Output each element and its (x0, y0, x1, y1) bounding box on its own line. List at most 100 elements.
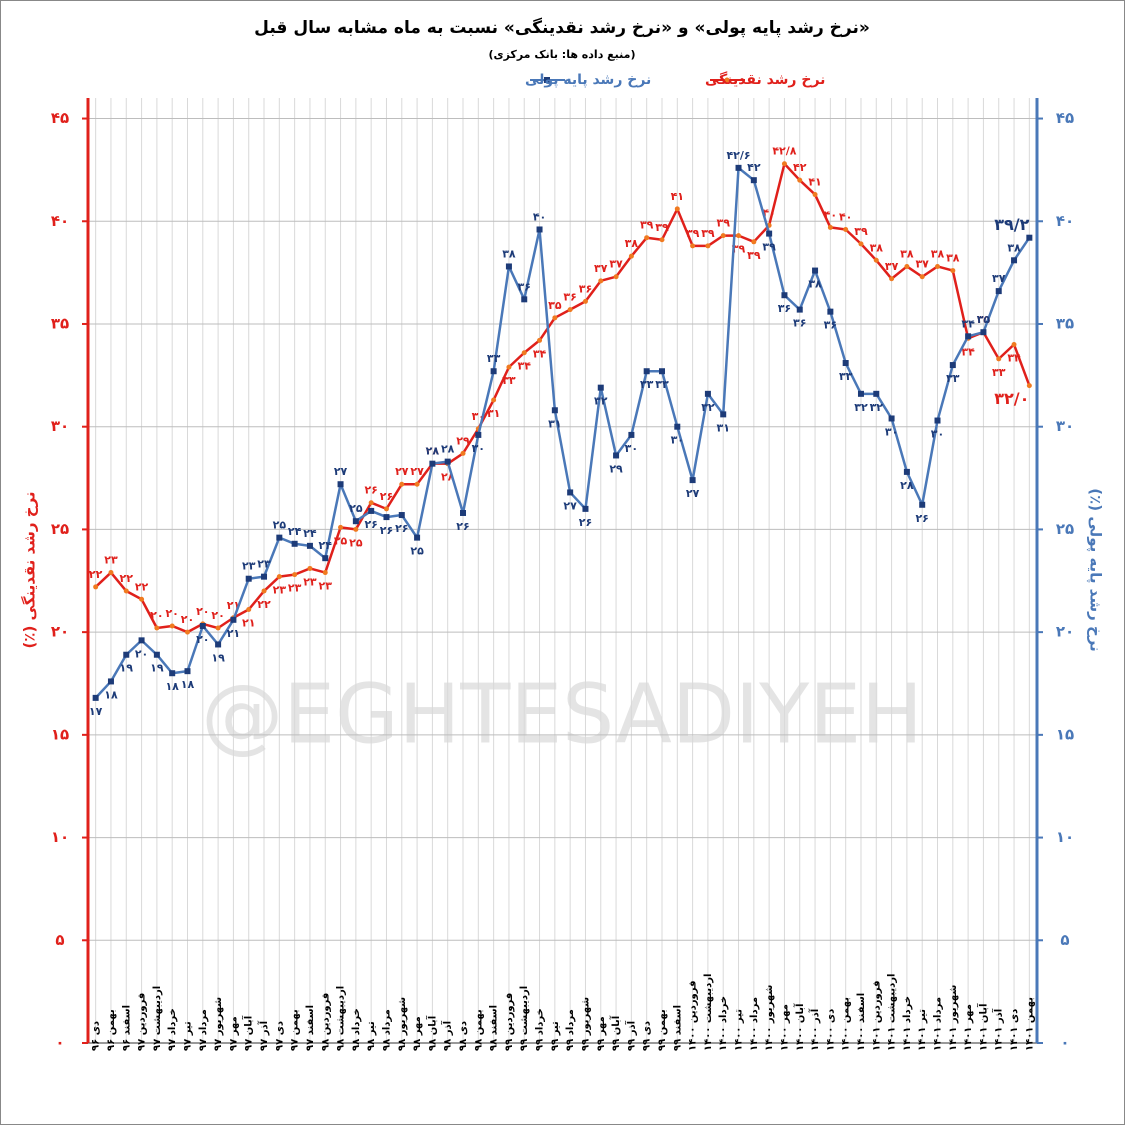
data-point (399, 481, 405, 487)
data-label: ۲۳ (303, 575, 317, 588)
data-point (215, 641, 222, 648)
data-label: ۲۵ (410, 545, 424, 558)
data-label: ۳۱ (487, 407, 500, 420)
data-point (567, 307, 573, 313)
data-label: ۳۳ (992, 366, 1006, 379)
data-point (292, 572, 298, 578)
data-label: ۳۶ (824, 319, 837, 332)
data-point (935, 263, 941, 269)
data-label: ۳۱ (548, 417, 561, 430)
data-label: ۳۹ (716, 217, 730, 230)
data-point (246, 607, 252, 613)
data-label: ۴۰ (533, 210, 546, 223)
x-tick-label: مرداد ۹۸ (381, 1009, 392, 1051)
data-point (827, 224, 833, 230)
data-point (521, 296, 528, 303)
data-label: ۳۷ (992, 272, 1006, 285)
data-point (704, 390, 711, 397)
data-point (735, 164, 742, 171)
chart-title: «نرخ رشد پایه پولی» و «نرخ رشد نقدینگی» … (254, 17, 870, 38)
x-tick-label: خرداد ۹۸ (351, 1008, 362, 1051)
data-point (690, 243, 696, 249)
data-label: ۳۸ (625, 237, 639, 250)
y2-tick-label: ۴۰ (1056, 212, 1074, 230)
y-tick-label: ۳۰ (51, 417, 69, 435)
x-tick-label: بهمن ۹۸ (473, 1009, 484, 1051)
data-point (736, 233, 742, 239)
y2-tick-label: ۴۵ (1056, 109, 1074, 127)
x-tick-label: اسفند ۱۴۰۰ (856, 993, 867, 1051)
data-label: ۳۱ (716, 421, 729, 434)
series-line (94, 162, 1031, 634)
legend-marker (544, 77, 550, 83)
x-tick-label: مرداد ۱۴۰۱ (933, 997, 944, 1051)
x-tick-label: خرداد ۹۷ (167, 1008, 178, 1051)
data-point (995, 288, 1002, 295)
data-point (368, 500, 374, 506)
data-label: ۳۳ (502, 374, 516, 387)
data-point (337, 481, 344, 488)
x-tick-label: شهریور ۱۴۰۰ (764, 984, 775, 1051)
x-tick-label: اسفند ۹۹ (672, 1005, 683, 1051)
x-tick-label: دی ۹۹ (642, 1021, 653, 1051)
data-label: ۳۳ (655, 378, 669, 391)
x-tick-label: تیر ۱۴۰۰ (734, 1009, 745, 1051)
x-tick-label: بهمن ۹۷ (290, 1009, 301, 1051)
data-label: ۲۰ (135, 647, 148, 660)
data-label: ۲۲ (120, 572, 134, 585)
x-tick-label: آذر ۱۴۰۰ (808, 1008, 821, 1051)
data-point (644, 235, 650, 241)
data-label: ۴۲/۶ (726, 149, 750, 162)
x-tick-label: فروردین ۹۷ (137, 993, 148, 1051)
data-point (888, 415, 895, 422)
x-tick-label: بهمن ۱۴۰۱ (1024, 997, 1035, 1051)
data-label: ۲۹ (609, 462, 623, 475)
data-label: ۲۹ (456, 434, 470, 447)
data-point (919, 274, 925, 280)
data-point (92, 694, 99, 701)
data-point (949, 362, 956, 369)
data-label: ۳۹ (701, 227, 715, 240)
data-label: ۴۰ (824, 208, 837, 221)
data-point (842, 360, 849, 367)
data-point (353, 526, 359, 532)
data-point (613, 452, 620, 459)
y-tick-label: ۱۵ (51, 725, 69, 743)
data-point (689, 477, 696, 484)
data-point (383, 506, 389, 512)
data-point (797, 177, 803, 183)
y2-tick-label: ۰ (1060, 1034, 1069, 1052)
data-label: ۲۰ (211, 609, 224, 622)
y-tick-label: ۰ (55, 1034, 64, 1052)
data-label: ۳۸ (931, 247, 945, 260)
data-label: ۳۲ (854, 401, 868, 414)
x-tick-label: مرداد ۱۴۰۰ (749, 997, 760, 1051)
x-tick-label: تیر ۱۴۰۱ (917, 1009, 928, 1051)
x-tick-label: فروردین ۱۴۰۰ (688, 980, 699, 1051)
data-label: ۳۴ (961, 317, 975, 330)
data-point (1011, 342, 1017, 348)
data-point (322, 570, 328, 576)
data-label: ۳۶ (778, 302, 791, 315)
data-point (352, 518, 359, 525)
legend-marker (724, 77, 730, 83)
y2-tick-label: ۳۰ (1056, 417, 1074, 435)
x-tick-label: مهر ۹۹ (596, 1016, 607, 1051)
data-point (628, 253, 634, 259)
x-tick-label: بهمن ۹۹ (657, 1009, 668, 1051)
data-point (812, 267, 819, 274)
data-point (368, 507, 375, 514)
data-label: ۲۶ (380, 490, 393, 503)
data-label: ۴۲ (793, 161, 807, 174)
data-point (338, 524, 344, 530)
data-label: ۲۳ (319, 580, 333, 593)
data-point (796, 306, 803, 313)
data-point (460, 450, 466, 456)
x-tick-label: شهریور ۹۹ (580, 997, 591, 1051)
x-tick-label: آبان ۱۴۰۱ (976, 1003, 989, 1051)
data-label: ۱۸ (104, 688, 118, 701)
data-point (199, 622, 206, 629)
x-tick-label: آبان ۹۸ (425, 1015, 438, 1051)
